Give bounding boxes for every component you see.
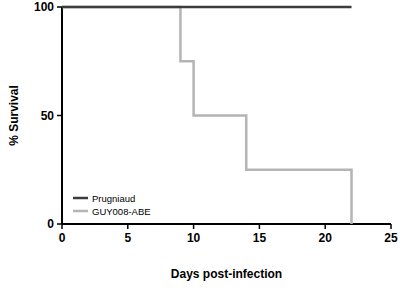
y-tick — [57, 6, 62, 8]
y-tick-label: 50 — [41, 109, 55, 123]
x-tick-label: 20 — [319, 231, 333, 245]
y-tick-label: 0 — [47, 217, 54, 231]
x-tick — [193, 224, 195, 229]
x-tick-label: 25 — [384, 231, 398, 245]
chart-svg: 0 5 10 15 20 25 0 50 100 Days post-infection % Sur… — [0, 0, 400, 292]
x-tick — [324, 224, 326, 229]
x-tick-label: 10 — [187, 231, 201, 245]
x-tick-label: 0 — [59, 231, 66, 245]
x-tick-label: 15 — [253, 231, 267, 245]
x-tick — [127, 224, 129, 229]
legend-label: GUY008-ABE — [92, 206, 151, 217]
x-axis — [62, 223, 391, 225]
series-line — [62, 6, 352, 9]
y-axis-label: % Survival — [7, 85, 21, 146]
legend-swatch — [73, 197, 88, 200]
x-tick — [390, 224, 392, 229]
legend-swatch — [73, 210, 88, 213]
x-axis-label: Days post-infection — [171, 267, 282, 281]
x-tick — [259, 224, 261, 229]
series-line — [62, 7, 352, 224]
y-tick — [57, 223, 62, 225]
legend: Prugniaud GUY008-ABE — [73, 193, 151, 217]
chart-container: 0 5 10 15 20 25 0 50 100 Days post-infection % Sur… — [0, 0, 400, 292]
plot-area — [62, 7, 352, 224]
x-tick-label: 5 — [124, 231, 131, 245]
y-tick — [57, 115, 62, 117]
legend-label: Prugniaud — [92, 193, 135, 204]
y-tick-label: 100 — [34, 0, 54, 14]
